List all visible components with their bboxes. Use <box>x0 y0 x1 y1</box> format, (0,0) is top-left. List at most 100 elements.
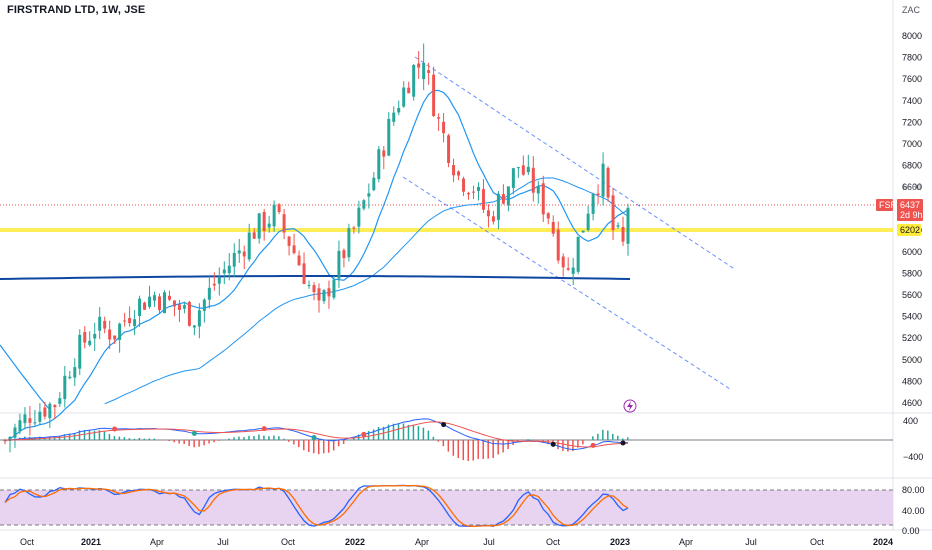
candle-body[interactable] <box>352 227 356 229</box>
candle-body[interactable] <box>287 236 291 246</box>
candle-body[interactable] <box>78 334 82 369</box>
candle-body[interactable] <box>158 296 162 310</box>
candle-body[interactable] <box>606 167 610 198</box>
candle-body[interactable] <box>422 62 426 80</box>
candle-body[interactable] <box>222 269 226 274</box>
candle-body[interactable] <box>8 436 12 441</box>
candle-body[interactable] <box>327 288 331 297</box>
candle-body[interactable] <box>177 304 181 310</box>
candle-body[interactable] <box>586 213 590 231</box>
candles-layer[interactable] <box>3 43 630 453</box>
candle-body[interactable] <box>3 440 7 442</box>
candle-body[interactable] <box>437 117 441 119</box>
candle-body[interactable] <box>118 323 122 340</box>
candle-body[interactable] <box>576 236 580 272</box>
candle-body[interactable] <box>377 149 381 180</box>
candle-body[interactable] <box>432 74 436 117</box>
candle-body[interactable] <box>123 320 127 322</box>
candle-body[interactable] <box>516 167 520 169</box>
candle-body[interactable] <box>212 283 216 286</box>
candle-body[interactable] <box>546 213 550 219</box>
candle-body[interactable] <box>476 186 480 191</box>
time-axis[interactable]: Oct 2021 Apr Jul Oct 2022 Apr Jul Oct 2023 Apr Jul O… <box>20 537 893 547</box>
candle-body[interactable] <box>133 319 137 327</box>
candle-body[interactable] <box>98 316 102 331</box>
candle-body[interactable] <box>207 287 211 300</box>
candle-body[interactable] <box>103 320 107 329</box>
dividend-marker-icon[interactable] <box>623 399 637 413</box>
candle-body[interactable] <box>511 168 515 188</box>
candle-body[interactable] <box>232 253 236 267</box>
candle-body[interactable] <box>267 223 271 228</box>
candle-body[interactable] <box>467 193 471 195</box>
candle-body[interactable] <box>342 250 346 259</box>
candle-body[interactable] <box>43 407 47 417</box>
candle-body[interactable] <box>187 301 191 326</box>
candle-body[interactable] <box>357 207 361 227</box>
candle-body[interactable] <box>462 178 466 192</box>
candle-body[interactable] <box>277 204 281 213</box>
candle-body[interactable] <box>486 210 490 217</box>
candle-body[interactable] <box>501 194 505 204</box>
candle-body[interactable] <box>452 165 456 176</box>
candle-body[interactable] <box>73 367 77 378</box>
channel-upper-line[interactable] <box>414 56 737 271</box>
candle-body[interactable] <box>531 167 535 193</box>
candle-body[interactable] <box>217 277 221 284</box>
candle-body[interactable] <box>292 245 296 254</box>
candle-body[interactable] <box>192 325 196 328</box>
candle-body[interactable] <box>457 171 461 176</box>
channel-lower-line[interactable] <box>402 176 731 390</box>
candle-body[interactable] <box>282 214 286 233</box>
candle-body[interactable] <box>88 340 92 345</box>
candle-body[interactable] <box>561 256 565 268</box>
candle-body[interactable] <box>297 255 301 266</box>
candle-body[interactable] <box>367 193 371 197</box>
candle-body[interactable] <box>23 414 27 424</box>
candle-body[interactable] <box>402 87 406 107</box>
candle-body[interactable] <box>302 263 306 284</box>
candle-body[interactable] <box>227 265 231 274</box>
candle-body[interactable] <box>13 427 17 438</box>
candle-body[interactable] <box>33 422 37 424</box>
candle-body[interactable] <box>148 296 152 307</box>
candle-body[interactable] <box>312 285 316 293</box>
candle-body[interactable] <box>272 204 276 227</box>
candle-body[interactable] <box>491 216 495 222</box>
candle-body[interactable] <box>506 186 510 206</box>
candle-body[interactable] <box>347 228 351 258</box>
candle-body[interactable] <box>182 305 186 309</box>
candle-body[interactable] <box>38 411 42 422</box>
price-axis[interactable]: 8000780076007400720070006800660064006200… <box>902 31 922 408</box>
candle-body[interactable] <box>591 194 595 214</box>
candle-body[interactable] <box>48 403 52 419</box>
candle-body[interactable] <box>262 211 266 232</box>
candle-body[interactable] <box>362 200 366 209</box>
candle-body[interactable] <box>541 183 545 215</box>
candle-body[interactable] <box>18 420 22 432</box>
candle-body[interactable] <box>611 195 615 231</box>
candle-body[interactable] <box>526 166 530 173</box>
candle-body[interactable] <box>53 405 57 408</box>
candle-body[interactable] <box>93 333 97 339</box>
candle-body[interactable] <box>143 302 147 310</box>
candle-body[interactable] <box>392 112 396 122</box>
candle-body[interactable] <box>167 295 171 300</box>
candle-body[interactable] <box>397 107 401 113</box>
candle-body[interactable] <box>58 398 62 404</box>
candle-body[interactable] <box>471 191 475 193</box>
candle-body[interactable] <box>616 225 620 227</box>
candle-body[interactable] <box>427 70 431 73</box>
candle-body[interactable] <box>521 165 525 175</box>
candle-body[interactable] <box>337 250 341 279</box>
candle-body[interactable] <box>257 213 261 239</box>
candle-body[interactable] <box>242 251 246 257</box>
candle-body[interactable] <box>322 290 326 302</box>
candle-body[interactable] <box>332 279 336 298</box>
candle-body[interactable] <box>407 87 411 94</box>
candle-body[interactable] <box>153 295 157 301</box>
candle-body[interactable] <box>551 221 555 234</box>
candle-body[interactable] <box>63 375 67 400</box>
candle-body[interactable] <box>252 232 256 239</box>
